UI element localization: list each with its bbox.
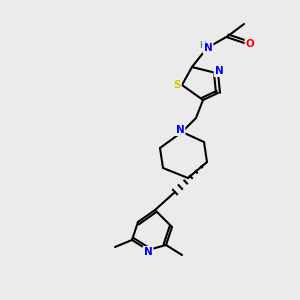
- Text: S: S: [173, 80, 181, 90]
- Text: O: O: [246, 39, 254, 49]
- Text: N: N: [204, 43, 212, 53]
- Text: H: H: [200, 40, 206, 50]
- Text: N: N: [144, 247, 152, 257]
- Text: N: N: [214, 66, 224, 76]
- Text: N: N: [176, 125, 184, 135]
